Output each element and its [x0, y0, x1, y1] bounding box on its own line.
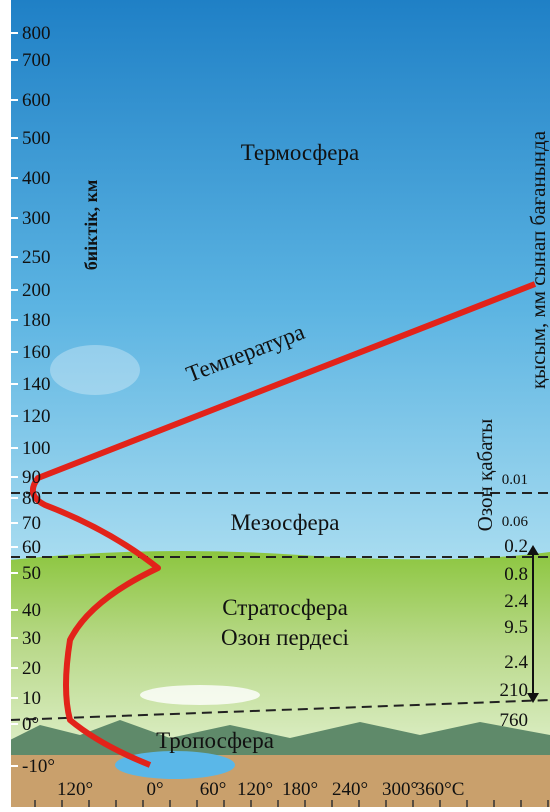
- water: [115, 751, 235, 779]
- altitude-tick-label: 20: [22, 658, 41, 679]
- altitude-tick-label: 30: [22, 628, 41, 649]
- altitude-tick-label: 200: [22, 280, 51, 301]
- layer-label: Тропосфера: [156, 728, 274, 753]
- altitude-tick-label: 80: [22, 488, 41, 509]
- temperature-tick-label: 360°C: [416, 779, 465, 800]
- altitude-tick-label: 120: [22, 406, 51, 427]
- altitude-tick-label: 250: [22, 247, 51, 268]
- temperature-tick-label: 120°: [237, 779, 273, 800]
- temperature-tick-label: 0°: [146, 779, 163, 800]
- altitude-tick-label: 60: [22, 537, 41, 558]
- cloud: [50, 345, 140, 395]
- altitude-tick-label: 70: [22, 513, 41, 534]
- altitude-tick-label: 160: [22, 342, 51, 363]
- temperature-tick-label: 240°: [332, 779, 368, 800]
- altitude-tick-label: 180: [22, 310, 51, 331]
- sky: [10, 0, 550, 560]
- altitude-tick-label: 10: [22, 688, 41, 709]
- layer-label: Озон пердесі: [221, 625, 349, 650]
- altitude-tick-label: 500: [22, 128, 51, 149]
- altitude-axis-label: биіктік, км: [81, 180, 101, 271]
- altitude-tick-label: 400: [22, 168, 51, 189]
- ground: [10, 755, 550, 807]
- layer-label: Стратосфера: [222, 595, 348, 620]
- mountains: [10, 720, 550, 760]
- pressure-tick-label: 0.2: [504, 536, 528, 557]
- altitude-tick-label: 100: [22, 438, 51, 459]
- altitude-tick-label: 700: [22, 50, 51, 71]
- altitude-tick-label: 140: [22, 374, 51, 395]
- layer-label: Мезосфера: [231, 510, 340, 535]
- pressure-tick-label: 0.01: [502, 472, 528, 488]
- ozone-label: Озон қабаты: [473, 419, 497, 532]
- pressure-tick-label: 2.4: [504, 652, 528, 673]
- altitude-tick-label: 90: [22, 467, 41, 488]
- altitude-tick-label: -10°: [22, 756, 55, 777]
- cloud: [140, 685, 260, 705]
- altitude-tick-label: 800: [22, 23, 51, 44]
- temperature-tick-label: 180°: [282, 779, 318, 800]
- pressure-tick-label: 2.4: [504, 591, 528, 612]
- pressure-tick-label: 210: [500, 680, 529, 701]
- altitude-tick-label: 50: [22, 563, 41, 584]
- altitude-tick-label: 40: [22, 600, 41, 621]
- altitude-tick-label: 0°: [22, 714, 39, 735]
- temperature-tick-label: 120°: [57, 779, 93, 800]
- dashed-boundary: [9, 699, 550, 721]
- pressure-axis-label: қысым, мм сынап бағанында: [526, 130, 550, 389]
- altitude-tick-label: 600: [22, 90, 51, 111]
- temperature-tick-label: 300°: [382, 779, 418, 800]
- temperature-curve: [29, 281, 537, 768]
- temperature-tick-label: 60°: [200, 779, 227, 800]
- pressure-tick-label: 0.06: [502, 514, 529, 530]
- pressure-tick-label: 9.5: [504, 617, 528, 638]
- layer-label: Термосфера: [241, 140, 359, 165]
- pressure-tick-label: 760: [500, 710, 529, 731]
- pressure-tick-label: 0.8: [504, 564, 528, 585]
- altitude-tick-label: 300: [22, 208, 51, 229]
